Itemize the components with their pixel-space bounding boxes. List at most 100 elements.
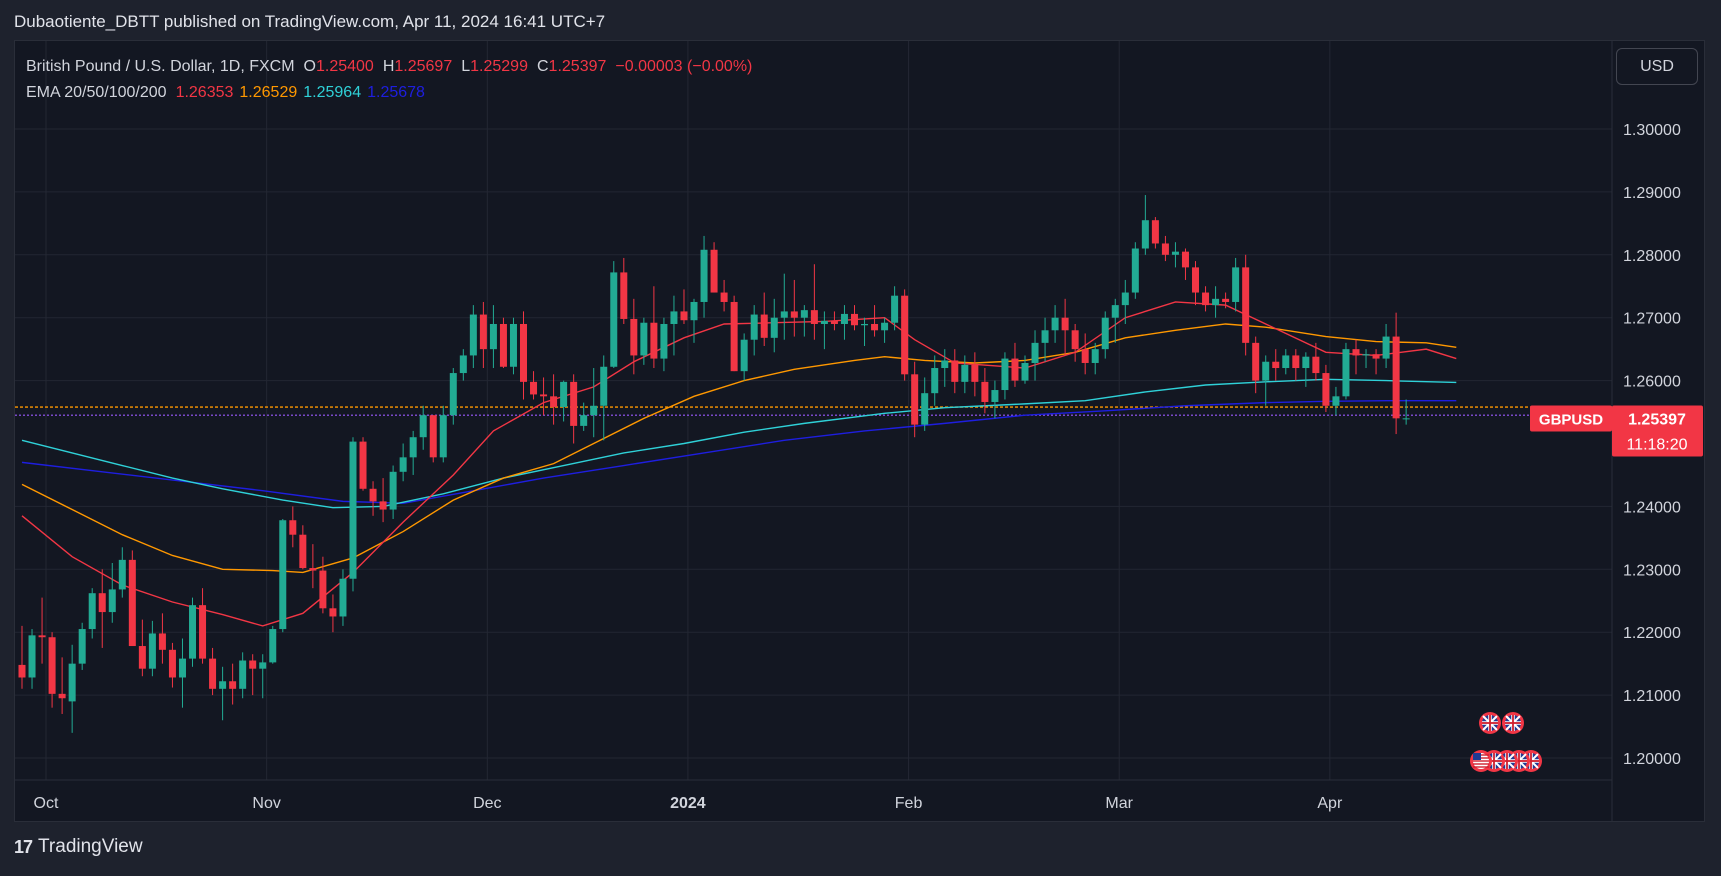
candle-body[interactable] [830,320,838,324]
candle-body[interactable] [690,301,698,321]
candle-body[interactable] [299,534,307,569]
candle-body[interactable] [921,393,929,425]
candle-body[interactable] [1071,330,1079,350]
candle-body[interactable] [630,318,638,356]
last-price-tag[interactable] [1612,405,1703,457]
candle-body[interactable] [1212,298,1220,306]
candle-body[interactable] [469,314,477,356]
candle-body[interactable] [319,570,327,609]
candle-body[interactable] [680,311,688,321]
candle-body[interactable] [209,658,217,689]
candle-body[interactable] [168,649,176,678]
ema-label[interactable]: EMA 20/50/100/200 [26,84,167,101]
candle-body[interactable] [550,396,558,408]
currency-button[interactable]: USD [1616,48,1698,85]
candle-body[interactable] [670,311,678,324]
candle-body[interactable] [229,681,237,689]
candle-body[interactable] [329,608,337,617]
candle-body[interactable] [871,323,879,331]
candle-body[interactable] [750,314,758,340]
candle-body[interactable] [1242,267,1250,343]
candle-body[interactable] [459,355,467,374]
candle-body[interactable] [560,381,568,408]
candle-body[interactable] [770,317,778,338]
candle-body[interactable] [309,568,317,571]
candle-body[interactable] [790,311,798,318]
candle-body[interactable] [1141,220,1149,249]
candle-body[interactable] [1171,251,1179,255]
candle-body[interactable] [700,249,708,302]
candle-body[interactable] [429,415,437,458]
candle-body[interactable] [289,520,297,535]
candle-body[interactable] [840,313,848,324]
candle-body[interactable] [48,637,56,694]
candle-body[interactable] [800,310,808,318]
candle-body[interactable] [178,658,186,678]
candle-body[interactable] [1362,354,1370,356]
candle-body[interactable] [1272,361,1280,369]
candle-body[interactable] [640,322,648,356]
candle-body[interactable] [610,272,618,367]
candle-body[interactable] [660,323,668,359]
candle-body[interactable] [1111,305,1119,318]
candle-body[interactable] [740,339,748,372]
candle-body[interactable] [961,364,969,382]
candle-body[interactable] [1202,292,1210,306]
candle-body[interactable] [158,633,166,650]
candle-body[interactable] [1302,356,1310,369]
candle-body[interactable] [810,310,818,324]
candle-body[interactable] [1131,248,1139,293]
candle-body[interactable] [1352,349,1360,356]
candle-body[interactable] [489,323,497,350]
candle-body[interactable] [269,629,277,663]
candle-body[interactable] [1001,358,1009,391]
candle-body[interactable] [249,660,257,669]
candle-body[interactable] [620,272,628,319]
candle-body[interactable] [720,292,728,302]
candle-body[interactable] [1161,243,1169,255]
candle-body[interactable] [530,381,538,395]
candle-body[interactable] [88,593,96,630]
candle-body[interactable] [911,374,919,425]
candle-body[interactable] [1011,358,1019,381]
candle-body[interactable] [1322,373,1330,406]
candle-body[interactable] [128,559,136,647]
candle-body[interactable] [18,664,26,678]
candle-body[interactable] [1081,349,1089,363]
candle-body[interactable] [951,360,959,382]
candle-body[interactable] [1091,349,1099,363]
candle-body[interactable] [1061,317,1069,331]
candle-body[interactable] [219,681,227,689]
candle-body[interactable] [520,323,527,382]
candle-body[interactable] [1101,317,1109,350]
candle-body[interactable] [1372,354,1380,359]
candle-body[interactable] [38,635,46,638]
candle-body[interactable] [1252,342,1260,381]
candle-body[interactable] [1021,362,1029,381]
candle-body[interactable] [68,663,76,702]
candle-body[interactable] [439,415,447,458]
candle-body[interactable] [580,415,588,426]
candle-body[interactable] [540,394,548,397]
candle-body[interactable] [901,295,909,375]
candle-body[interactable] [971,364,979,382]
candle-body[interactable] [570,381,578,426]
symbol-tag[interactable] [1530,405,1612,432]
candle-body[interactable] [710,249,718,293]
ema-legend-row[interactable]: EMA 20/50/100/200 1.26353 1.26529 1.2596… [26,80,752,106]
candle-body[interactable] [650,322,658,359]
candle-body[interactable] [349,441,357,579]
candle-body[interactable] [861,323,869,326]
candle-body[interactable] [379,501,387,510]
candle-body[interactable] [118,559,126,590]
candle-body[interactable] [1342,349,1350,397]
candle-body[interactable] [359,441,367,489]
candle-body[interactable] [108,589,116,613]
candle-body[interactable] [820,320,828,324]
candle-body[interactable] [279,520,287,630]
candle-body[interactable] [259,662,267,669]
candle-body[interactable] [1262,361,1270,381]
candle-body[interactable] [1392,336,1400,419]
candle-body[interactable] [850,313,858,326]
